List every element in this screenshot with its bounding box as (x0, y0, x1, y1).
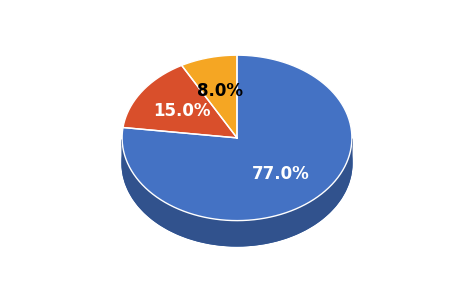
Polygon shape (182, 55, 237, 138)
Text: 8.0%: 8.0% (198, 82, 244, 100)
Text: 77.0%: 77.0% (252, 165, 310, 183)
Text: 15.0%: 15.0% (153, 102, 210, 120)
Ellipse shape (122, 81, 352, 246)
Polygon shape (122, 139, 352, 246)
Polygon shape (123, 65, 237, 138)
Polygon shape (122, 55, 352, 221)
